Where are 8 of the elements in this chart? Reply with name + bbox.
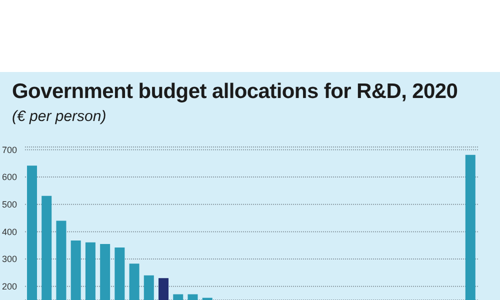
y-tick-label: 400 <box>2 226 17 237</box>
y-tick-label: 200 <box>2 282 17 292</box>
chart-subtitle: (€ per person) <box>12 108 106 125</box>
y-tick-label: 700 <box>2 144 17 155</box>
y-tick-label: 500 <box>2 200 17 210</box>
chart-title: Government budget allocations for R&D, 2020 <box>12 80 458 104</box>
y-tick-label: 600 <box>2 172 17 182</box>
y-tick-label: 300 <box>2 254 17 264</box>
